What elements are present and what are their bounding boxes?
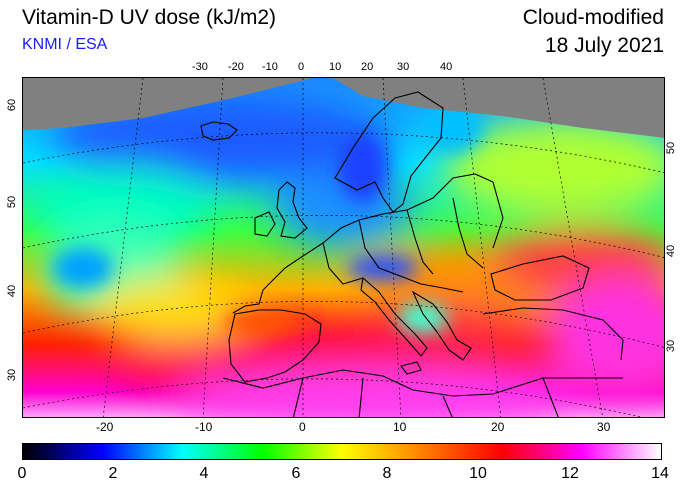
colorbar-tick: 12 <box>561 465 579 482</box>
title: Vitamin-D UV dose (kJ/m2) <box>22 6 277 29</box>
date: 18 July 2021 <box>544 34 664 57</box>
colorbar-tick: 2 <box>108 465 118 482</box>
top-lon-label: -20 <box>228 61 244 73</box>
bottom-lon-label: -20 <box>96 420 114 434</box>
left-lat-label: 40 <box>6 284 19 298</box>
top-lon-label: 0 <box>298 61 305 73</box>
bottom-lon-label: 10 <box>393 420 407 434</box>
top-lon-label: 20 <box>361 61 374 73</box>
top-lon-label: -10 <box>262 61 278 73</box>
top-lon-label: 40 <box>440 61 453 73</box>
colorbar-tick: 8 <box>382 465 392 482</box>
right-lat-label: 40 <box>665 244 678 258</box>
bottom-lon-label: 30 <box>597 420 611 434</box>
coastlines <box>200 91 624 417</box>
colorbar-tick: 0 <box>17 465 27 482</box>
right-lat-label: 30 <box>665 339 678 353</box>
bottom-lon-label: 0 <box>299 420 306 434</box>
right-lat-label: 50 <box>665 141 678 155</box>
subtitle: Cloud-modified <box>522 6 664 29</box>
top-lon-label: 30 <box>397 61 410 73</box>
colorbar-tick: 6 <box>291 465 301 482</box>
uv-dose-map <box>22 77 665 418</box>
left-lat-label: 50 <box>6 195 19 209</box>
left-lat-label: 60 <box>6 98 19 112</box>
dose-field <box>23 78 664 417</box>
bottom-lon-label: -10 <box>195 420 213 434</box>
colorbar-tick: 10 <box>469 465 487 482</box>
top-lon-label: 10 <box>329 61 342 73</box>
top-lon-label: -30 <box>192 61 208 73</box>
colorbar-tick: 4 <box>199 465 209 482</box>
graticule <box>23 78 664 417</box>
colorbar <box>22 443 662 460</box>
colorbar-tick: 14 <box>651 465 669 482</box>
left-lat-label: 30 <box>6 368 19 382</box>
credit: KNMI / ESA <box>22 36 108 53</box>
bottom-lon-label: 20 <box>491 420 505 434</box>
